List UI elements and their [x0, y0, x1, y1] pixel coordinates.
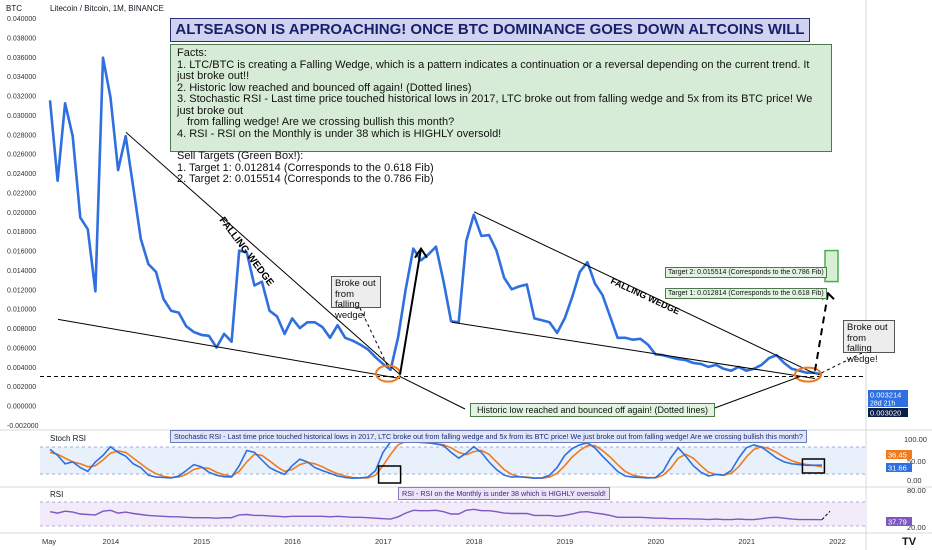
facts-box: Facts: 1. LTC/BTC is creating a Falling … — [170, 44, 832, 185]
axes: 0.040000 0.038000 0.036000 0.034000 0.032000… — [7, 16, 846, 546]
headline-banner: ALTSEASON IS APPROACHING! ONCE BTC DOMIN… — [170, 18, 810, 60]
facts-line: 2. Target 2: 0.015514 (Corresponds to th… — [177, 173, 434, 185]
wedge1-lower — [57, 318, 401, 379]
target1-label: Target 1: 0.012814 (Corresponds to the 0… — [665, 288, 827, 299]
price-tick-label: 0.034000 — [7, 74, 36, 81]
time-tick-label: 2021 — [738, 537, 755, 546]
current-price-tag — [868, 390, 908, 399]
price-tick-label: 0.004000 — [7, 365, 36, 372]
wedge2-lower — [451, 321, 816, 379]
price-tick-label: 0.026000 — [7, 152, 36, 159]
callout-pointer-2 — [817, 352, 863, 376]
breakout-callout-2: Broke out from falling wedge! — [843, 320, 895, 364]
time-tick-label: 2022 — [829, 537, 846, 546]
facts-line: from falling wedge! Are we crossing bull… — [187, 116, 455, 128]
price-tick-label: 0.036000 — [7, 55, 36, 62]
facts-line: 1. Target 1: 0.012814 (Corresponds to th… — [177, 161, 434, 174]
price-tick-label: 0.010000 — [7, 307, 36, 314]
rsi-note: RSI - RSI on the Monthly is under 38 whi… — [398, 487, 610, 500]
callout-pointer-1 — [359, 307, 389, 368]
stoch-k-tag — [886, 450, 912, 459]
stoch-tick-100: 100.00 — [904, 435, 927, 444]
price-tick-label: 0.024000 — [7, 171, 36, 178]
price-series-line — [48, 56, 823, 376]
price-tick-label: 0.030000 — [7, 113, 36, 120]
price-tick-label: 0.000000 — [7, 404, 36, 411]
stoch-tick-50: 50.00 — [907, 457, 926, 466]
price-tick-label: 0.008000 — [7, 326, 36, 333]
rally-arrow — [399, 248, 422, 375]
rsi-label[interactable]: RSI — [50, 490, 63, 499]
low-price-tag — [868, 408, 908, 417]
symbol-title[interactable]: Litecoin / Bitcoin, 1M, BINANCE — [50, 4, 164, 13]
price-tick-label: 0.012000 — [7, 287, 36, 294]
facts-line: 1. LTC/BTC is creating a Falling Wedge, … — [177, 58, 810, 82]
stoch-k-line — [49, 440, 823, 480]
stoch-d-tag — [886, 463, 912, 472]
price-pane — [48, 56, 823, 376]
facts-line: 3. Stochastic RSI - Last time price touc… — [177, 93, 813, 117]
facts-line: 2. Historic low reached and bounced off … — [177, 81, 472, 94]
facts-title: Facts: — [177, 47, 207, 59]
price-tick-label: 0.022000 — [7, 190, 36, 197]
target-box — [824, 249, 839, 283]
rsi-line — [49, 508, 823, 521]
rally-arrow-head — [414, 246, 428, 259]
time-tick-label: May — [42, 537, 56, 546]
rsi-tick-80: 80.00 — [907, 486, 926, 495]
stoch-d-value: 31.66 — [888, 464, 907, 473]
countdown-tag — [868, 399, 908, 407]
wedge1-upper — [125, 131, 401, 375]
stoch-pane — [49, 440, 826, 484]
breakout-callout-1: Broke out from falling wedge! — [331, 276, 381, 320]
price-tick-label: 0.032000 — [7, 94, 36, 101]
rsi-projection — [821, 510, 831, 521]
wedge1-label: FALLING WEDGE — [217, 215, 276, 288]
price-tick-label: 0.040000 — [7, 16, 36, 23]
time-tick-label: 2019 — [557, 537, 574, 546]
tradingview-logo-icon: TV — [902, 536, 917, 548]
stoch-highlight-now — [801, 458, 826, 474]
price-tick-label: 0.020000 — [7, 210, 36, 217]
stoch-highlight-2017 — [377, 465, 402, 484]
stoch-note: Stochastic RSI - Last time price touched… — [170, 430, 807, 443]
price-tick-label: 0.016000 — [7, 249, 36, 256]
price-tick-label: 0.002000 — [7, 384, 36, 391]
countdown: 28d 21h — [870, 401, 895, 408]
time-tick-label: 2020 — [647, 537, 664, 546]
price-tick-label: 0.006000 — [7, 345, 36, 352]
price-tick-label: -0.002000 — [7, 423, 39, 430]
rsi-value: 37.79 — [888, 518, 907, 527]
facts-line: Sell Targets (Green Box!): — [177, 150, 304, 162]
rsi-pane — [49, 508, 831, 521]
price-tick-label: 0.038000 — [7, 35, 36, 42]
facts-line: 4. RSI - RSI on the Monthly is under 38 … — [177, 127, 502, 140]
price-tick-label: 0.028000 — [7, 132, 36, 139]
stoch-band — [40, 447, 866, 474]
stoch-tick-0: 0.00 — [907, 476, 922, 485]
time-tick-label: 2015 — [193, 537, 210, 546]
time-tick-label: 2017 — [375, 537, 392, 546]
price-tick-label: 0.014000 — [7, 268, 36, 275]
stoch-label[interactable]: Stoch RSI — [50, 434, 86, 443]
time-tick-label: 2016 — [284, 537, 301, 546]
breakout-circle-2 — [794, 366, 822, 383]
time-tick-label: 2018 — [466, 537, 483, 546]
stoch-k-value: 36.45 — [888, 451, 907, 460]
historic-low-callout: Historic low reached and bounced off aga… — [470, 403, 715, 417]
time-tick-label: 2014 — [103, 537, 120, 546]
rsi-value-tag — [886, 517, 912, 526]
target2-label: Target 2: 0.015514 (Corresponds to the 0… — [665, 267, 827, 278]
low-price: 0.003020 — [870, 409, 901, 418]
projection-arrow — [814, 293, 829, 371]
currency-label: BTC — [6, 4, 22, 13]
price-tick-label: 0.018000 — [7, 229, 36, 236]
historic-low-pointer-right — [711, 376, 801, 410]
wedge2-upper — [473, 211, 816, 375]
rsi-tick-20: 20.00 — [907, 523, 926, 532]
historic-low-pointer-left — [399, 376, 466, 410]
current-price: 0.003214 — [870, 391, 901, 400]
